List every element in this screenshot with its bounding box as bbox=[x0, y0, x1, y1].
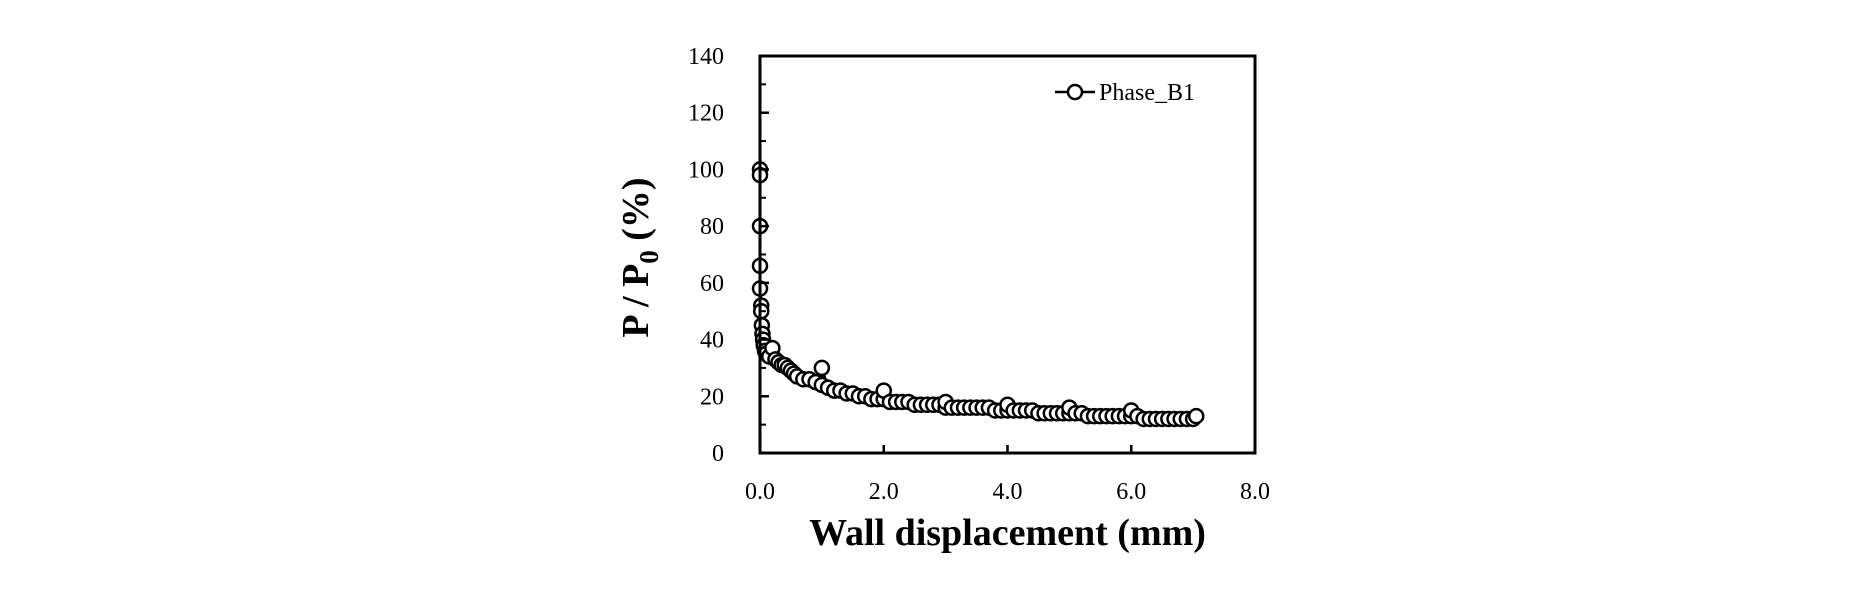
plot-layer bbox=[751, 161, 1205, 428]
legend-marker bbox=[1066, 83, 1084, 101]
data-point bbox=[813, 359, 831, 377]
y-tick-label: 140 bbox=[688, 44, 724, 70]
y-tick-label: 40 bbox=[700, 328, 724, 354]
y-axis-title-main: P / P bbox=[615, 264, 657, 338]
data-point bbox=[1187, 407, 1205, 425]
y-tick-label: 100 bbox=[688, 157, 724, 183]
x-axis-title: Wall displacement (mm) bbox=[809, 512, 1206, 554]
x-tick-label: 4.0 bbox=[993, 479, 1023, 505]
y-tick-label: 20 bbox=[700, 384, 724, 410]
x-tick-label: 8.0 bbox=[1240, 479, 1270, 505]
y-tick-label: 60 bbox=[700, 271, 724, 297]
legend-label: Phase_B1 bbox=[1099, 80, 1195, 106]
x-tick-label: 6.0 bbox=[1116, 479, 1146, 505]
y-tick-label: 120 bbox=[688, 101, 724, 127]
axes-layer bbox=[758, 54, 1257, 455]
y-axis-title-subscript: 0 bbox=[634, 250, 664, 264]
y-axis-title: P / P0 (%) bbox=[615, 177, 664, 337]
y-axis-title-suffix: (%) bbox=[615, 177, 657, 250]
y-tick-label: 0 bbox=[712, 441, 724, 467]
x-tick-label: 2.0 bbox=[869, 479, 899, 505]
y-tick-label: 80 bbox=[700, 214, 724, 240]
text-layer: 0 20 40 60 80 100 120 140 0.0 2.0 4.0 6.0 8.0 Wall di… bbox=[615, 44, 1270, 554]
x-tick-label: 0.0 bbox=[745, 479, 775, 505]
